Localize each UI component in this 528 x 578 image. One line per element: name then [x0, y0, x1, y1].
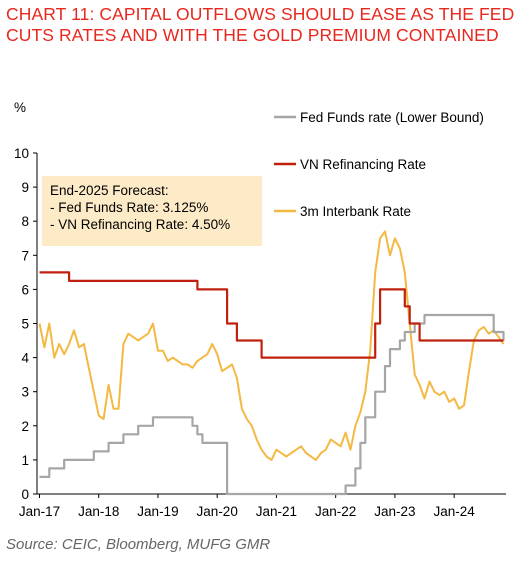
x-tick-label: Jan-22 [315, 504, 356, 519]
series-fed-funds-line [39, 313, 505, 496]
x-tick-label: Jan-23 [374, 504, 415, 519]
x-tick-label: Jan-21 [256, 504, 297, 519]
y-tick-label: 1 [21, 453, 29, 468]
forecast-box: End-2025 Forecast: - Fed Funds Rate: 3.1… [42, 176, 262, 246]
forecast-vn-refinancing: - VN Refinancing Rate: 4.50% [50, 217, 231, 232]
y-axis: 0 1 2 3 4 5 6 7 8 9 10 [14, 146, 38, 502]
legend-label: 3m Interbank Rate [300, 204, 411, 219]
y-tick-label: 9 [21, 180, 29, 195]
series-vn-refinancing-line [39, 271, 504, 359]
y-tick-label: 8 [21, 214, 29, 229]
forecast-heading: End-2025 Forecast: [50, 183, 169, 198]
forecast-fed-funds: - Fed Funds Rate: 3.125% [50, 200, 209, 215]
y-tick-label: 3 [21, 385, 29, 400]
y-tick-label: 2 [21, 419, 29, 434]
x-tick-label: Jan-24 [434, 504, 476, 519]
y-tick-label: 5 [21, 317, 29, 332]
legend-fed-funds: Fed Funds rate (Lower Bound) [274, 110, 484, 125]
x-tick-label: Jan-19 [137, 504, 178, 519]
y-axis-label: % [14, 100, 26, 115]
x-tick-label: Jan-18 [78, 504, 119, 519]
legend-label: Fed Funds rate (Lower Bound) [300, 110, 484, 125]
y-tick-label: 0 [21, 487, 29, 502]
legend: Fed Funds rate (Lower Bound) VN Refinanci… [274, 110, 484, 219]
plot-lines [38, 230, 505, 496]
x-axis: Jan-17 Jan-18 Jan-19 Jan-20 Jan-21 Jan-22 Jan-… [19, 493, 506, 519]
series-3m-interbank-line [38, 230, 505, 461]
y-tick-label: 6 [21, 282, 29, 297]
source-note: Source: CEIC, Bloomberg, MUFG GMR [6, 536, 271, 553]
legend-label: VN Refinancing Rate [300, 157, 426, 172]
y-tick-label: 10 [14, 146, 29, 161]
x-tick-label: Jan-20 [197, 504, 238, 519]
y-tick-label: 7 [21, 248, 29, 263]
legend-vn-refinancing: VN Refinancing Rate [274, 157, 426, 172]
chart-title: CHART 11: CAPITAL OUTFLOWS SHOULD EASE A… [6, 4, 515, 45]
x-tick-label: Jan-17 [19, 504, 60, 519]
y-tick-label: 4 [21, 351, 29, 366]
legend-3m-interbank: 3m Interbank Rate [274, 204, 411, 219]
